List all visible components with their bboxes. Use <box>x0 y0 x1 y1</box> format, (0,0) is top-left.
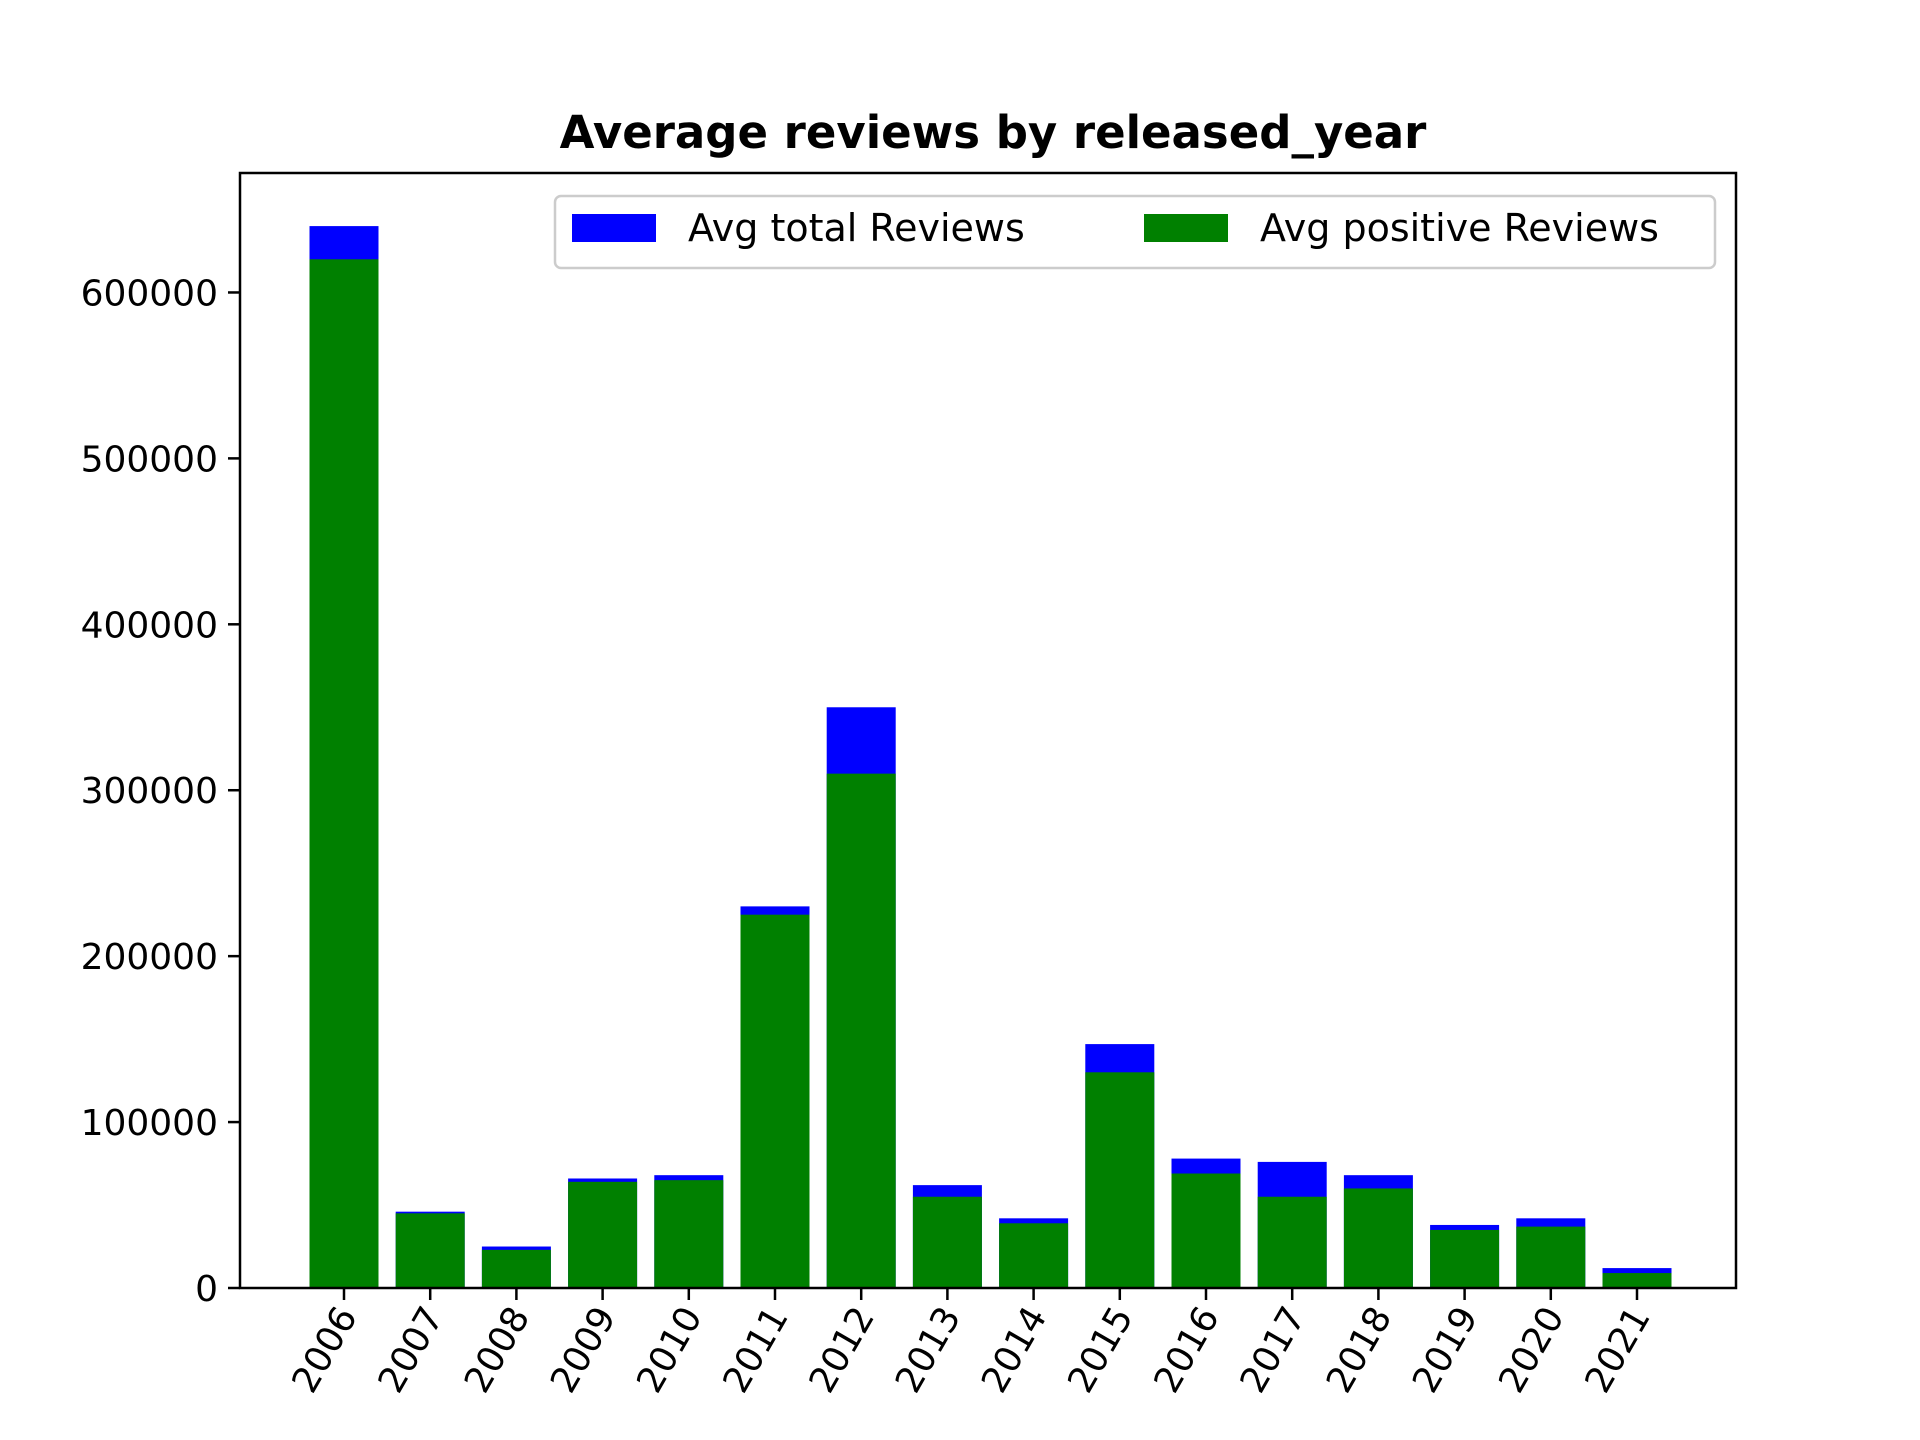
bar-positive-2018 <box>1343 1188 1413 1288</box>
y-tick-label: 300000 <box>81 771 218 812</box>
bar-positive-2013 <box>912 1196 982 1288</box>
bar-positive-2010 <box>654 1180 724 1288</box>
bar-positive-2007 <box>395 1213 465 1288</box>
legend-label-total: Avg total Reviews <box>688 206 1025 250</box>
bar-positive-2016 <box>1171 1173 1241 1288</box>
bar-positive-2015 <box>1085 1072 1155 1288</box>
y-axis: 0 100000 200000 300000 400000 500000 600000 <box>81 273 240 1310</box>
bar-positive-2017 <box>1257 1196 1327 1288</box>
bar-positive-2012 <box>826 773 896 1288</box>
bars-group <box>309 226 1672 1289</box>
y-tick-label: 400000 <box>81 605 218 646</box>
chart-title: Average reviews by released_year <box>560 106 1428 159</box>
y-tick-label: 200000 <box>81 937 218 978</box>
plot-area-frame <box>238 171 1738 1290</box>
legend: Avg total Reviews Avg positive Reviews <box>553 194 1717 270</box>
legend-label-positive: Avg positive Reviews <box>1260 206 1659 250</box>
legend-swatch-total <box>572 214 656 242</box>
legend-swatch-positive <box>1144 214 1228 242</box>
y-tick-label: 600000 <box>81 273 218 314</box>
bar-positive-2019 <box>1430 1229 1500 1288</box>
bar-positive-2014 <box>999 1223 1069 1288</box>
bar-positive-2021 <box>1602 1273 1672 1288</box>
bar-positive-2011 <box>740 914 810 1288</box>
bar-positive-2020 <box>1516 1226 1586 1288</box>
bar-positive-2008 <box>481 1249 551 1288</box>
legend-box <box>553 194 1717 270</box>
y-tick-label: 0 <box>195 1269 218 1310</box>
y-tick-label: 500000 <box>81 439 218 480</box>
bar-positive-2006 <box>309 259 379 1288</box>
bar-positive-2009 <box>568 1181 638 1288</box>
y-tick-label: 100000 <box>81 1103 218 1144</box>
